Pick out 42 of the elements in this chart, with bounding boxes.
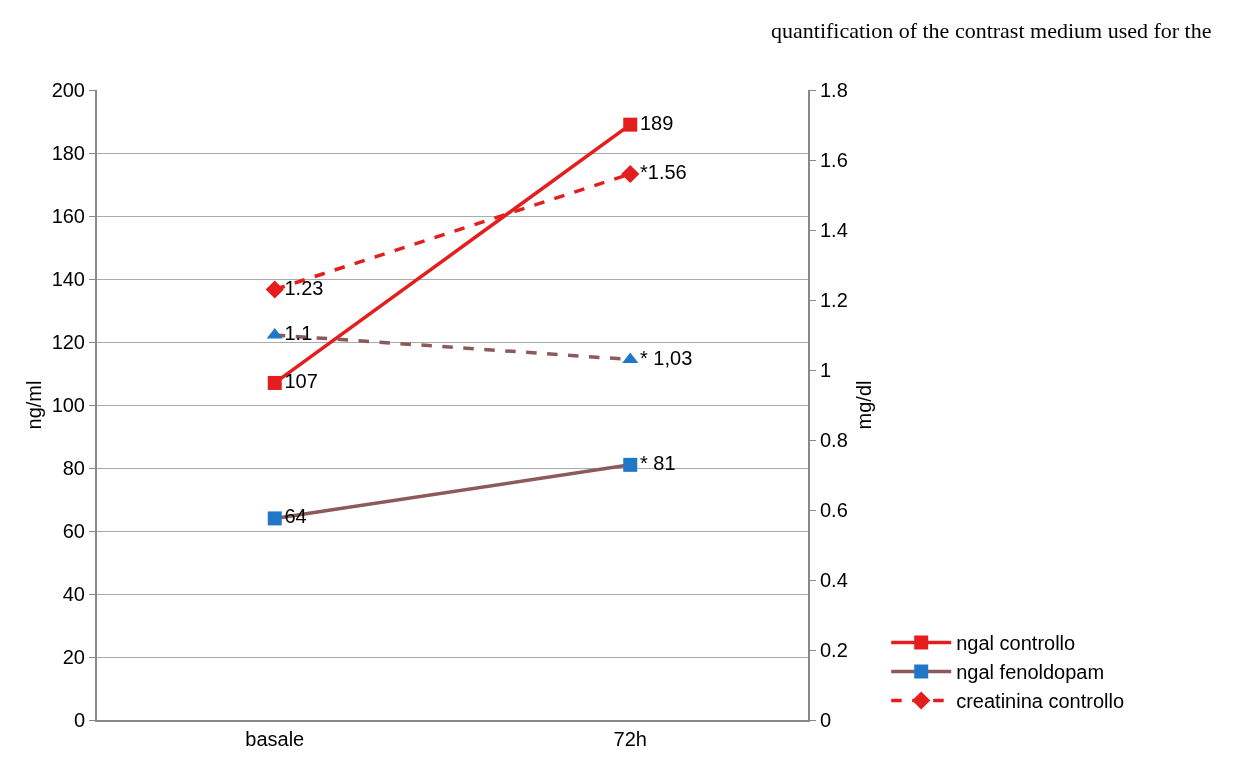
y2-tick-label: 0	[820, 709, 832, 731]
y-tick-label: 160	[51, 205, 85, 227]
legend-label: ngal fenoldopam	[956, 661, 1105, 684]
data-label: * 1,03	[640, 346, 693, 369]
data-label: 1.23	[284, 276, 324, 299]
y-tick-label: 180	[51, 142, 85, 164]
data-label: * 81	[640, 451, 676, 474]
data-label: 189	[640, 111, 674, 134]
x-tick-label: basale	[245, 728, 305, 750]
data-label: 1.1	[284, 322, 313, 344]
y-axis-title: ng/ml	[22, 380, 45, 430]
y2-tick-label: 1.8	[820, 79, 848, 101]
y-tick-label: 40	[62, 583, 85, 605]
point	[267, 375, 282, 390]
y2-tick-label: 1.4	[820, 219, 848, 241]
point	[623, 117, 638, 132]
x-tick-label: 72h	[613, 728, 647, 750]
y-tick-label: 140	[51, 268, 85, 290]
y-tick-label: 200	[51, 79, 85, 101]
point	[623, 457, 638, 472]
y-tick-label: 20	[62, 646, 85, 668]
y2-tick-label: 1.6	[820, 149, 848, 171]
y2-tick-label: 0.8	[820, 429, 848, 451]
legend-label: ngal controllo	[956, 632, 1076, 655]
y2-axis-title: mg/dl	[852, 380, 875, 430]
y-tick-label: 80	[62, 457, 85, 479]
data-label: 107	[284, 369, 318, 392]
point	[621, 164, 640, 184]
data-label: *1.56	[640, 161, 687, 183]
y2-tick-label: 0.6	[820, 499, 848, 521]
point	[265, 280, 284, 299]
y-tick-label: 100	[51, 394, 85, 416]
y2-tick-label: 1.2	[820, 289, 848, 311]
y-tick-label: 60	[62, 520, 85, 542]
y-tick-label: 0	[73, 709, 85, 731]
point	[267, 511, 282, 526]
y2-tick-label: 1	[820, 359, 832, 381]
y2-tick-label: 0.2	[820, 639, 848, 661]
y-tick-label: 120	[51, 331, 85, 353]
text: quantification of the contrast medium used for the	[771, 18, 1212, 43]
legend-label: creatinina controllo	[956, 690, 1125, 713]
y2-tick-label: 0.4	[820, 569, 848, 591]
